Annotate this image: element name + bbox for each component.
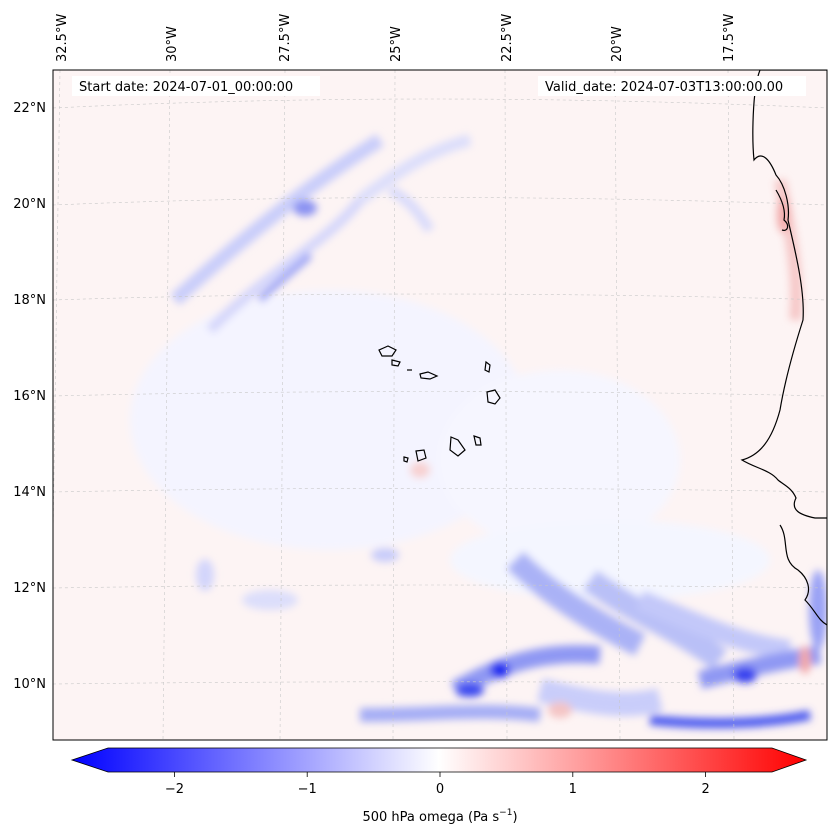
colorbar-ticks: −2 −1 0 1 2 [165, 772, 710, 797]
colorbar-tick-label: 0 [436, 782, 444, 797]
colorbar-tick-label: 2 [701, 782, 709, 797]
lat-label: 10°N [13, 677, 46, 692]
longitude-labels: 32.5°W 30°W 27.5°W 25°W 22.5°W 20°W 17.5… [55, 14, 737, 62]
lon-label: 25°W [389, 26, 404, 62]
colorbar: −2 −1 0 1 2 500 hPa omega (Pa s−1) [70, 747, 808, 825]
colorbar-tick-label: −2 [165, 782, 184, 797]
colorbar-tick-label: 1 [569, 782, 577, 797]
coastlines [378, 70, 827, 626]
lon-label: 30°W [165, 26, 180, 62]
colorbar-label: 500 hPa omega (Pa s−1) [362, 808, 517, 825]
lon-label: 27.5°W [278, 14, 293, 62]
lat-label: 14°N [13, 485, 46, 500]
latitude-labels: 22°N 20°N 18°N 16°N 14°N 12°N 10°N [13, 101, 46, 692]
start-date-box [72, 76, 320, 96]
colorbar-tick-label: −1 [298, 782, 317, 797]
lat-label: 16°N [13, 389, 46, 404]
lon-label: 17.5°W [722, 14, 737, 62]
lat-label: 12°N [13, 581, 46, 596]
lat-label: 20°N [13, 197, 46, 212]
start-date-label: Start date: 2024-07-01_00:00:00 [79, 80, 293, 95]
valid-date-label: Valid_date: 2024-07-03T13:00:00.00 [545, 80, 783, 95]
west-africa-coast [740, 70, 827, 519]
lon-label: 22.5°W [500, 14, 515, 62]
cape-verde-island [378, 345, 397, 357]
lon-label: 20°W [610, 26, 625, 62]
lon-label: 32.5°W [55, 14, 70, 62]
map-frame [52, 69, 828, 741]
gridlines [53, 70, 827, 740]
omega-field [130, 134, 827, 729]
lat-label: 22°N [13, 101, 46, 116]
lat-label: 18°N [13, 293, 46, 308]
map-panel: Start date: 2024-07-01_00:00:00 Valid_da… [53, 70, 827, 740]
colorbar-body [70, 747, 808, 773]
valid-date-box [538, 76, 806, 96]
